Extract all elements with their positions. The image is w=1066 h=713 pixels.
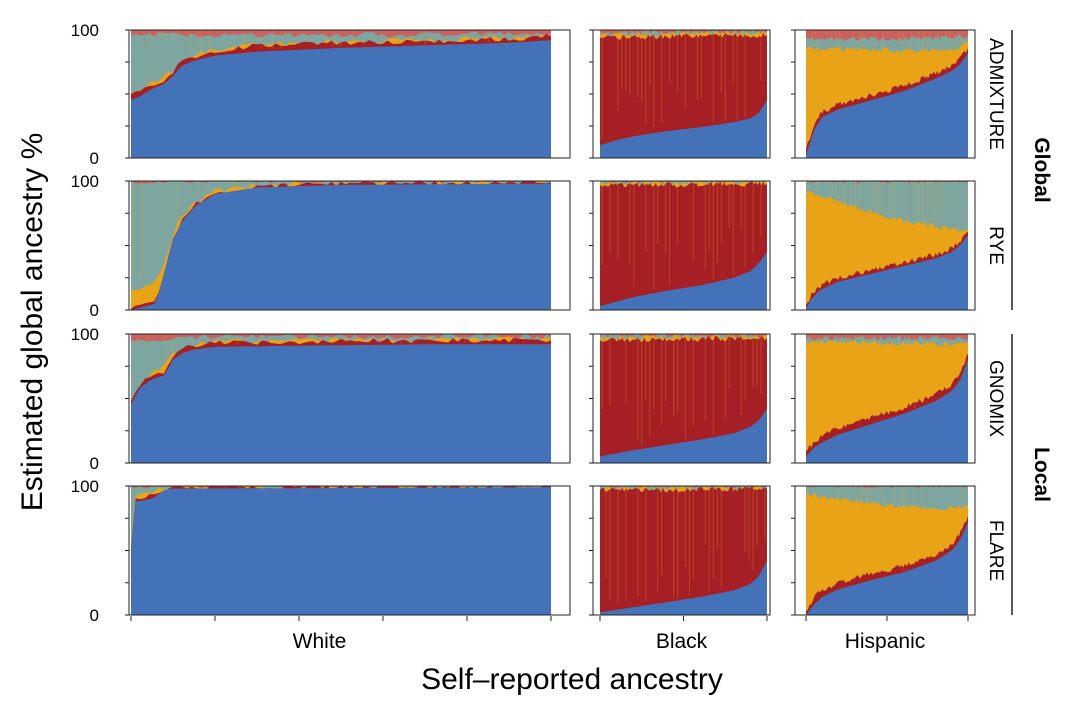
facet-labels: White Black Hispanic ADMIXTURE RYE GNOMIX FLAR…	[293, 30, 1053, 653]
area-european	[600, 100, 767, 158]
panel-admixture-white: 100 0	[71, 21, 571, 168]
area-african	[600, 335, 767, 463]
area-european	[806, 235, 968, 310]
area-european	[600, 560, 767, 615]
area-european	[806, 53, 968, 158]
y-axis-title: Estimated global ancestry %	[16, 133, 49, 512]
area-european	[806, 522, 968, 615]
sample-striations	[807, 181, 967, 277]
y-tick-bottom: 0	[90, 454, 99, 473]
panel-rye-black	[589, 180, 771, 311]
row-label-admixture: ADMIXTURE	[985, 38, 1006, 150]
sample-striations	[601, 30, 762, 140]
y-tick-bottom: 0	[90, 606, 99, 625]
y-tick-top: 100	[71, 325, 99, 344]
sample-striations	[807, 334, 963, 431]
group-label-local: Local	[1030, 447, 1053, 502]
group-label-global: Global	[1030, 137, 1053, 202]
panel-gnomix-hispanic	[791, 333, 976, 464]
sample-striations	[811, 30, 963, 105]
area-european	[131, 344, 551, 463]
area-african	[600, 181, 767, 310]
area-african	[600, 486, 767, 615]
area-european	[131, 487, 551, 615]
row-label-rye: RYE	[985, 226, 1006, 265]
sample-striations	[136, 334, 514, 369]
column-label-black: Black	[656, 630, 708, 653]
area-european	[600, 251, 767, 310]
sample-striations	[807, 486, 963, 589]
panel-flare-black	[589, 485, 771, 621]
panel-flare-white: 100 0	[71, 477, 571, 625]
panel-gnomix-black	[589, 333, 771, 464]
area-european	[131, 40, 551, 158]
y-tick-top: 100	[71, 172, 99, 191]
y-tick-bottom: 0	[90, 149, 99, 168]
x-axis-title: Self–reported ancestry	[421, 663, 723, 696]
sample-striations	[601, 181, 762, 290]
sample-striations	[605, 486, 766, 604]
panel-rye-hispanic	[791, 180, 976, 311]
sample-striations	[601, 334, 762, 446]
panel-flare-hispanic	[791, 485, 976, 621]
area-european	[131, 183, 551, 310]
panel-grid: 100 0 100 0 100 0 100 0	[71, 21, 976, 625]
column-label-hispanic: Hispanic	[845, 630, 926, 653]
y-tick-top: 100	[71, 21, 99, 40]
area-european	[600, 408, 767, 463]
y-tick-top: 100	[71, 477, 99, 496]
row-label-flare: FLARE	[985, 520, 1006, 581]
panel-rye-white: 100 0	[71, 172, 571, 320]
sample-striations	[148, 30, 538, 57]
panel-gnomix-white: 100 0	[71, 325, 571, 473]
area-european	[806, 359, 968, 463]
row-label-gnomix: GNOMIX	[985, 360, 1006, 437]
y-tick-bottom: 0	[90, 301, 99, 320]
panel-admixture-black	[589, 29, 771, 159]
panel-admixture-hispanic	[791, 29, 976, 159]
column-label-white: White	[293, 630, 347, 653]
